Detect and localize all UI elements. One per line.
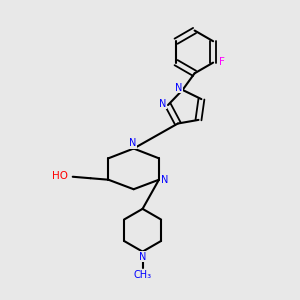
Text: CH₃: CH₃: [134, 269, 152, 280]
Text: N: N: [159, 98, 166, 109]
Text: N: N: [139, 252, 146, 262]
Text: N: N: [129, 139, 137, 148]
Text: F: F: [218, 57, 224, 67]
Text: N: N: [175, 82, 183, 93]
Text: N: N: [160, 175, 168, 185]
Text: HO: HO: [52, 171, 68, 181]
